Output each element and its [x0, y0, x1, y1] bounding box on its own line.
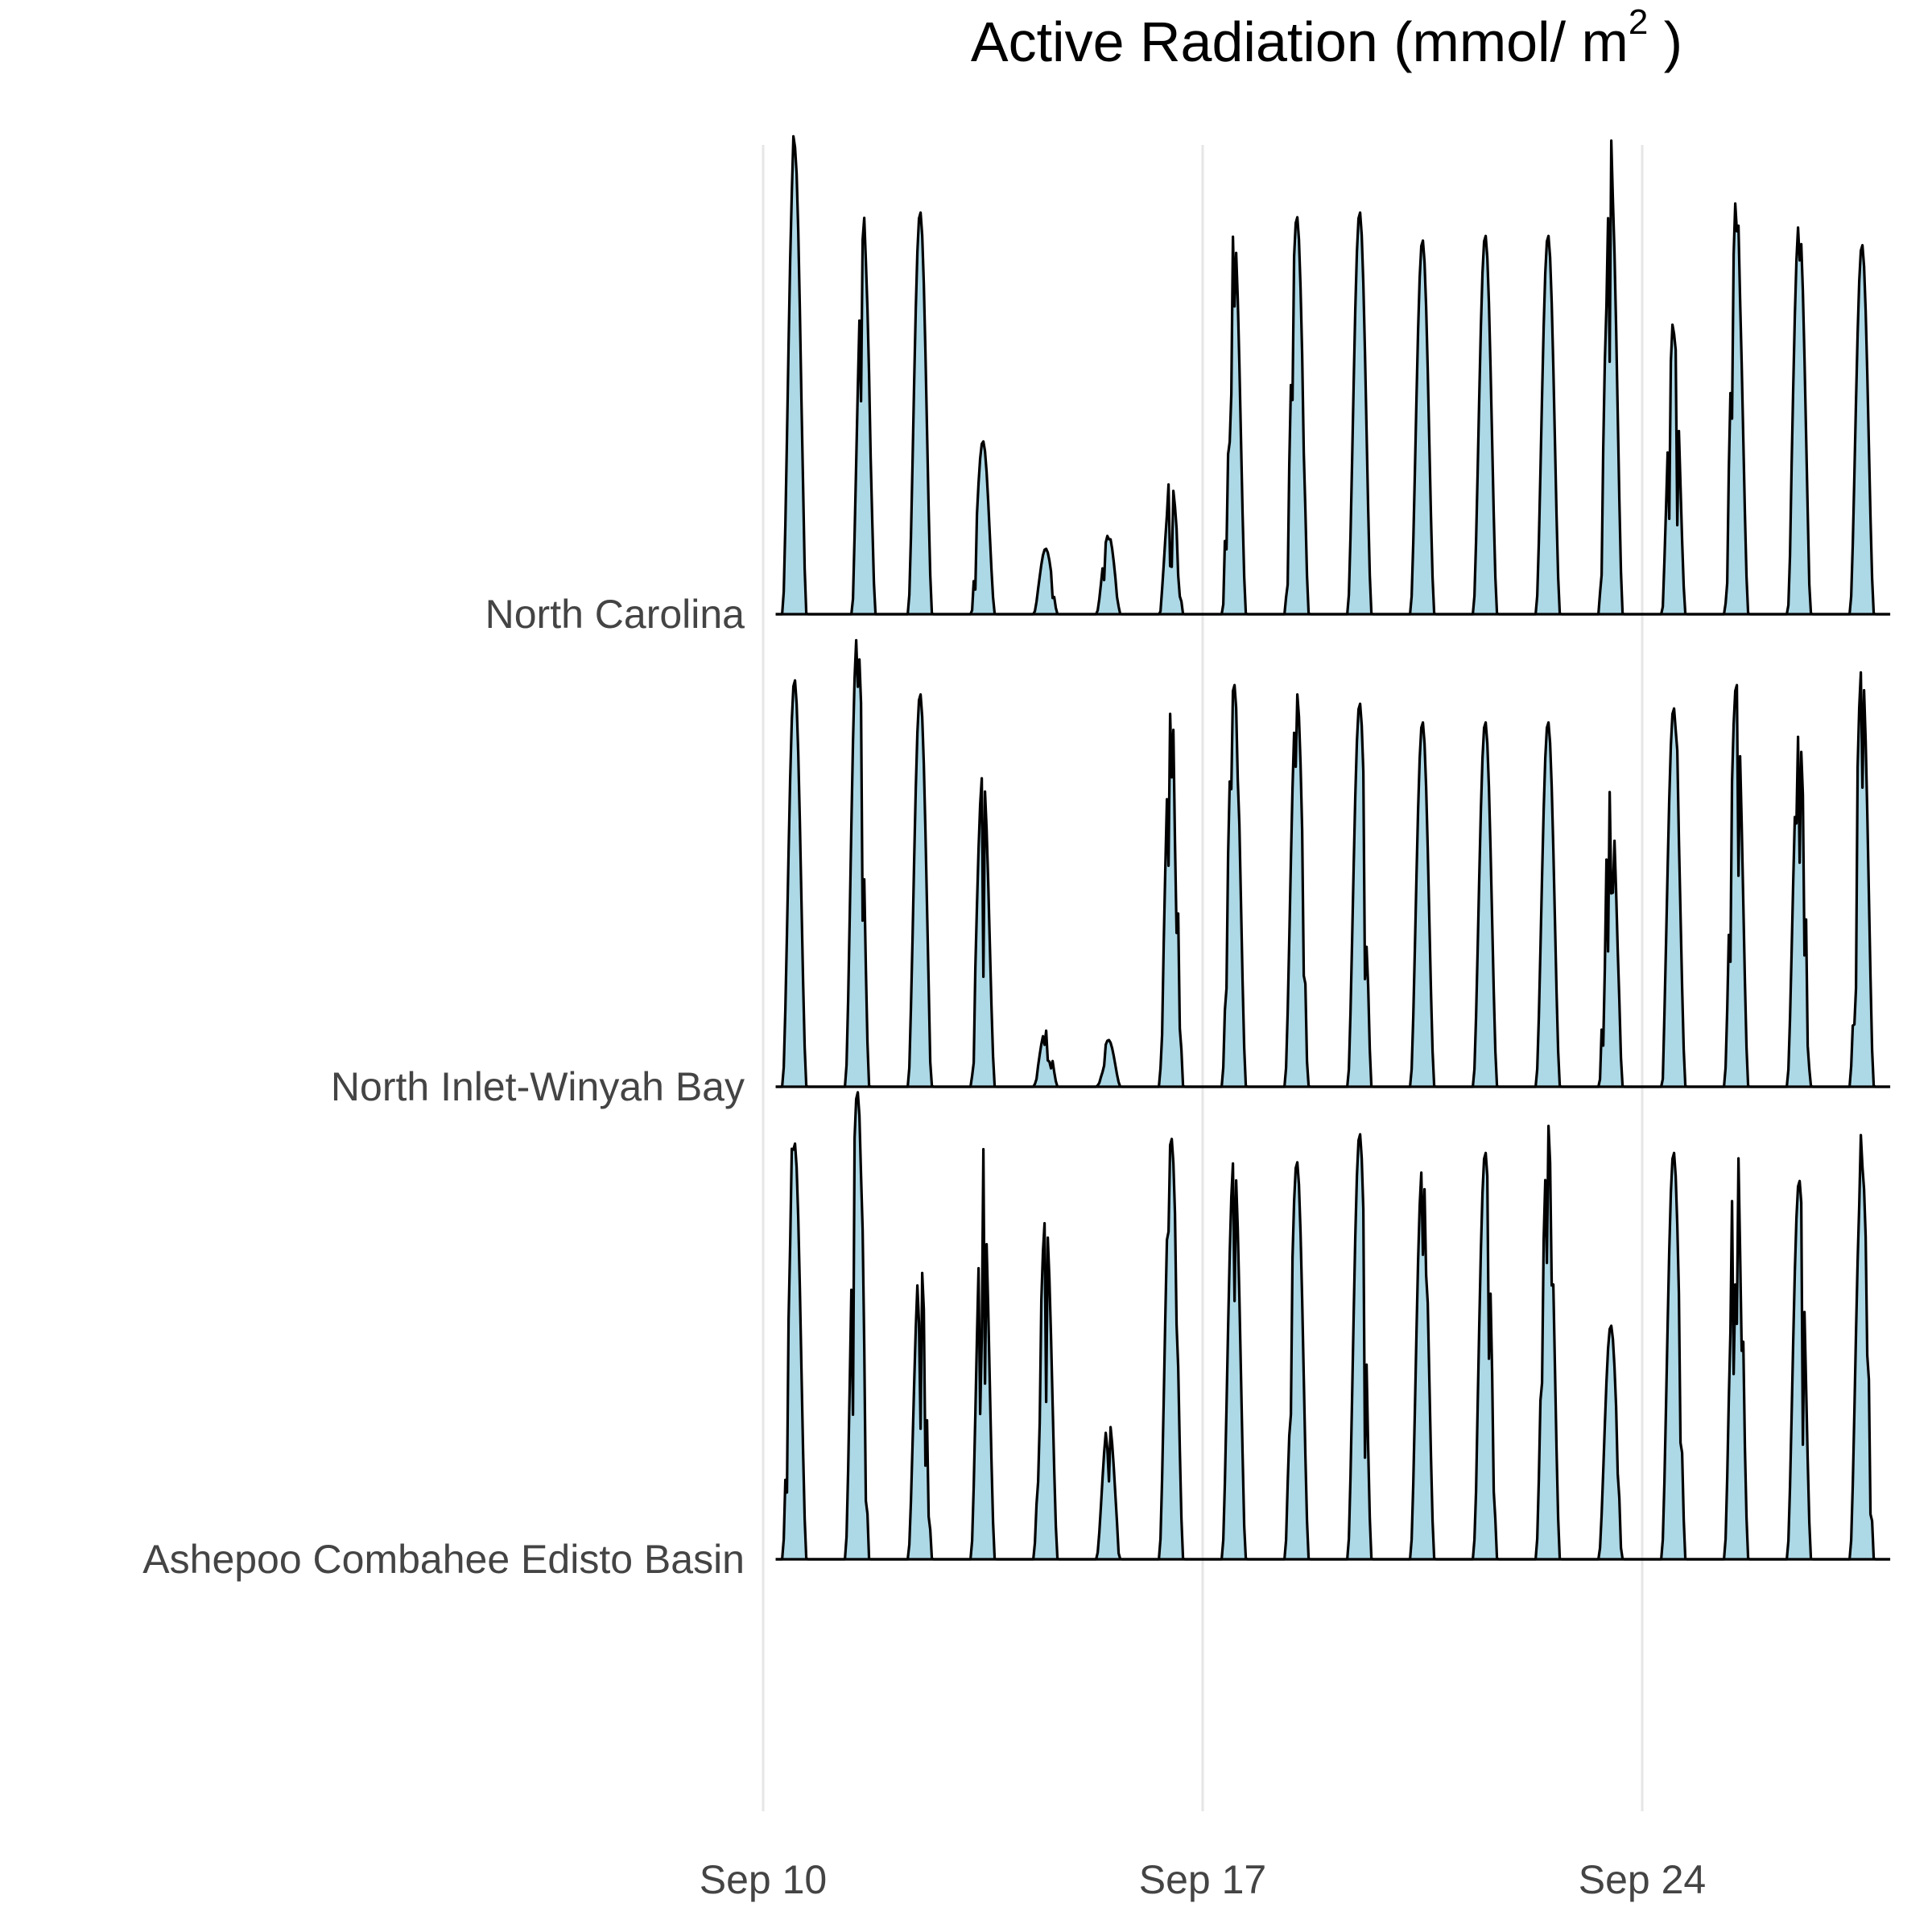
- ridge-area: [775, 136, 1891, 614]
- x-tick-label: Sep 24: [1579, 1857, 1706, 1902]
- x-tick-label: Sep 10: [700, 1857, 827, 1902]
- chart-title-main: Active Radiation (mmol/ m: [971, 10, 1629, 73]
- ridge-series: [775, 638, 1891, 1088]
- site-label: North Carolina: [485, 592, 745, 637]
- ridge-area: [775, 1092, 1891, 1559]
- ridge-area: [775, 640, 1891, 1087]
- chart-title: Active Radiation (mmol/ m2 ): [971, 2, 1682, 73]
- site-label: North Inlet-Winyah Bay: [331, 1064, 745, 1109]
- site-label: Ashepoo Combahee Edisto Basin: [142, 1537, 745, 1582]
- chart-title-superscript: 2: [1629, 2, 1648, 42]
- gridlines: [762, 145, 1644, 1811]
- ridge-series: [775, 1091, 1891, 1561]
- site-labels: North Carolina North Inlet-Winyah Bay Ashe…: [142, 592, 745, 1582]
- ridge-line: [775, 134, 1890, 616]
- chart-title-close: ): [1648, 10, 1682, 73]
- x-tick-label: Sep 17: [1139, 1857, 1266, 1902]
- ridges: [775, 134, 1891, 1561]
- ridge-series: [775, 134, 1891, 616]
- ridge-line: [775, 638, 1890, 1088]
- x-axis-ticks: Sep 10 Sep 17 Sep 24: [700, 1857, 1706, 1902]
- ridge-line: [775, 1091, 1890, 1561]
